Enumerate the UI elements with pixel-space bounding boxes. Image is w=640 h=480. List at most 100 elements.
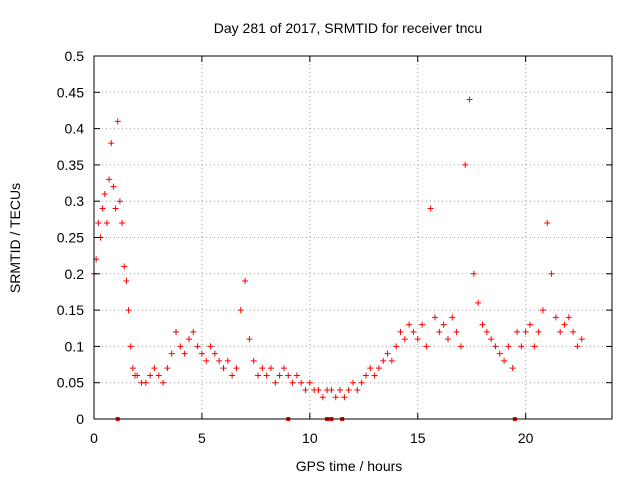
data-point bbox=[440, 321, 447, 328]
data-point bbox=[401, 336, 408, 343]
y-tick-label: 0.15 bbox=[57, 302, 84, 318]
data-point bbox=[436, 328, 443, 335]
data-point bbox=[362, 372, 369, 379]
data-point bbox=[393, 343, 400, 350]
data-point bbox=[358, 379, 365, 386]
data-point bbox=[522, 328, 529, 335]
data-point bbox=[345, 386, 352, 393]
data-point bbox=[185, 336, 192, 343]
data-point bbox=[375, 365, 382, 372]
data-point bbox=[198, 350, 205, 357]
data-point bbox=[164, 365, 171, 372]
y-tick-label: 0.35 bbox=[57, 157, 84, 173]
data-point bbox=[129, 365, 136, 372]
x-tick-label: 15 bbox=[410, 430, 426, 446]
data-point bbox=[272, 379, 279, 386]
y-tick-label: 0.05 bbox=[57, 375, 84, 391]
data-point bbox=[315, 386, 322, 393]
data-point bbox=[453, 328, 460, 335]
data-point bbox=[112, 205, 119, 212]
data-point bbox=[263, 372, 270, 379]
y-tick-label: 0.4 bbox=[65, 121, 85, 137]
data-point bbox=[457, 343, 464, 350]
data-point bbox=[160, 379, 167, 386]
data-point bbox=[388, 357, 395, 364]
data-point bbox=[123, 278, 130, 285]
data-point bbox=[475, 299, 482, 306]
data-point bbox=[216, 357, 223, 364]
data-point bbox=[224, 357, 231, 364]
data-point bbox=[552, 314, 559, 321]
data-point bbox=[466, 96, 473, 103]
data-point bbox=[449, 314, 456, 321]
data-point bbox=[384, 350, 391, 357]
data-point bbox=[134, 372, 141, 379]
data-point bbox=[229, 372, 236, 379]
data-point bbox=[95, 219, 102, 226]
data-point bbox=[557, 328, 564, 335]
data-point bbox=[233, 365, 240, 372]
data-point bbox=[328, 386, 335, 393]
data-point bbox=[544, 219, 551, 226]
y-axis-label: SRMTID / TECUs bbox=[7, 183, 23, 293]
data-point bbox=[535, 328, 542, 335]
x-tick-label: 10 bbox=[302, 430, 318, 446]
data-point bbox=[432, 314, 439, 321]
y-tick-label: 0.5 bbox=[65, 48, 85, 64]
data-point bbox=[578, 336, 585, 343]
x-tick-label: 0 bbox=[90, 430, 98, 446]
data-point bbox=[276, 372, 283, 379]
data-point bbox=[514, 328, 521, 335]
data-point bbox=[103, 219, 110, 226]
data-point bbox=[488, 336, 495, 343]
data-point bbox=[414, 336, 421, 343]
data-point bbox=[168, 350, 175, 357]
data-point bbox=[190, 328, 197, 335]
data-point bbox=[539, 307, 546, 314]
data-point bbox=[114, 118, 121, 125]
data-point bbox=[101, 190, 108, 197]
data-point bbox=[280, 365, 287, 372]
data-point bbox=[319, 394, 326, 401]
data-point bbox=[423, 343, 430, 350]
data-point bbox=[479, 321, 486, 328]
data-point bbox=[250, 357, 257, 364]
data-point bbox=[298, 379, 305, 386]
x-tick-label: 5 bbox=[198, 430, 206, 446]
data-point bbox=[427, 205, 434, 212]
data-point bbox=[492, 343, 499, 350]
data-point bbox=[108, 140, 115, 147]
data-point bbox=[242, 278, 249, 285]
data-point bbox=[483, 328, 490, 335]
data-point bbox=[211, 350, 218, 357]
x-axis-label: GPS time / hours bbox=[296, 458, 403, 474]
data-point bbox=[470, 270, 477, 277]
data-point bbox=[207, 343, 214, 350]
data-point bbox=[367, 365, 374, 372]
data-point bbox=[220, 365, 227, 372]
data-point bbox=[531, 343, 538, 350]
data-point bbox=[380, 357, 387, 364]
data-point bbox=[289, 379, 296, 386]
data-point bbox=[419, 321, 426, 328]
y-tick-label: 0.1 bbox=[65, 338, 85, 354]
data-point bbox=[462, 161, 469, 168]
data-point bbox=[155, 372, 162, 379]
data-point bbox=[142, 379, 149, 386]
data-point bbox=[116, 198, 123, 205]
data-point bbox=[302, 386, 309, 393]
data-points bbox=[91, 96, 585, 401]
data-point bbox=[509, 365, 516, 372]
data-point bbox=[406, 321, 413, 328]
data-point bbox=[293, 372, 300, 379]
data-point bbox=[337, 386, 344, 393]
data-point bbox=[267, 365, 274, 372]
data-point bbox=[570, 328, 577, 335]
data-point bbox=[306, 379, 313, 386]
data-point bbox=[341, 394, 348, 401]
data-point bbox=[121, 263, 128, 270]
data-point bbox=[127, 343, 134, 350]
data-point bbox=[565, 314, 572, 321]
y-tick-label: 0.2 bbox=[65, 266, 85, 282]
